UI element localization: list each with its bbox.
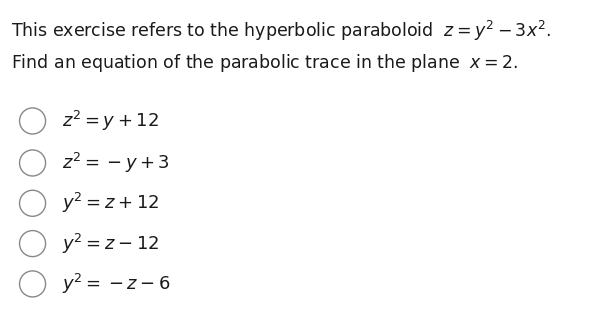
Text: $z^2 = -y + 3$: $z^2 = -y + 3$: [62, 151, 170, 175]
Text: This exercise refers to the hyperbolic paraboloid  $z = y^2 - 3x^2$.: This exercise refers to the hyperbolic p…: [11, 18, 551, 43]
Text: Find an equation of the parabolic trace in the plane  $x = 2$.: Find an equation of the parabolic trace …: [11, 52, 518, 74]
Text: $y^2 = z - 12$: $y^2 = z - 12$: [62, 232, 159, 256]
Text: $z^2 = y + 12$: $z^2 = y + 12$: [62, 109, 159, 133]
Text: $y^2 = -z - 6$: $y^2 = -z - 6$: [62, 272, 170, 296]
Text: $y^2 = z + 12$: $y^2 = z + 12$: [62, 191, 159, 215]
